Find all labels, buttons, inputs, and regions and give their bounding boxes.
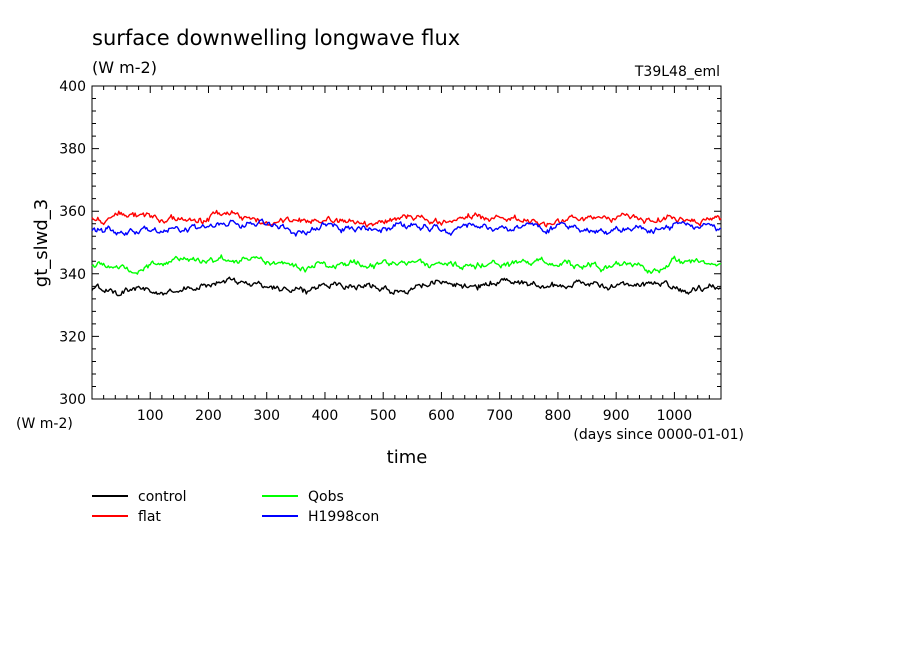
y-tick-label: 300 bbox=[59, 392, 86, 408]
x-tick-label: 1000 bbox=[657, 408, 693, 424]
series-line-control bbox=[91, 276, 722, 297]
legend: control flat Qobs H1998con bbox=[92, 489, 379, 525]
x-axis-units: (days since 0000-01-01) bbox=[573, 427, 744, 443]
x-tick-label: 400 bbox=[312, 408, 339, 424]
x-tick-label: 300 bbox=[253, 408, 280, 424]
x-tick-label: 800 bbox=[545, 408, 572, 424]
legend-label: control bbox=[138, 489, 187, 505]
x-axis-label: time bbox=[387, 447, 428, 468]
x-tick-label: 100 bbox=[137, 408, 164, 424]
series-lines bbox=[91, 209, 722, 297]
series-line-h1998con bbox=[91, 218, 722, 237]
y-tick-label: 400 bbox=[59, 79, 86, 95]
legend-label: Qobs bbox=[308, 489, 344, 505]
x-tick-label: 900 bbox=[603, 408, 630, 424]
run-label: T39L48_eml bbox=[634, 64, 720, 80]
y-axis-label: gt_slwd_3 bbox=[31, 199, 52, 287]
x-tick-label: 500 bbox=[370, 408, 397, 424]
y-tick-label: 340 bbox=[59, 267, 86, 283]
x-tick-label: 700 bbox=[486, 408, 513, 424]
series-line-qobs bbox=[91, 254, 722, 275]
y-tick-label: 360 bbox=[59, 204, 86, 220]
chart-units: (W m-2) bbox=[92, 58, 157, 77]
legend-label: H1998con bbox=[308, 509, 379, 525]
x-tick-label: 200 bbox=[195, 408, 222, 424]
y-tick-label: 380 bbox=[59, 142, 86, 158]
tick-marks bbox=[92, 86, 721, 399]
plot-frame bbox=[91, 85, 722, 400]
y-tick-label: 320 bbox=[59, 329, 86, 345]
chart-title: surface downwelling longwave flux bbox=[92, 26, 460, 50]
x-tick-label: 600 bbox=[428, 408, 455, 424]
y-tick-labels: 300 320 340 360 380 400 bbox=[59, 79, 86, 408]
y-axis-units: (W m-2) bbox=[16, 416, 73, 432]
series-line-flat bbox=[91, 209, 722, 228]
x-tick-labels: 100 200 300 400 500 600 700 800 900 1000 bbox=[137, 408, 692, 424]
axis-ticks bbox=[92, 86, 721, 399]
legend-label: flat bbox=[138, 509, 161, 525]
